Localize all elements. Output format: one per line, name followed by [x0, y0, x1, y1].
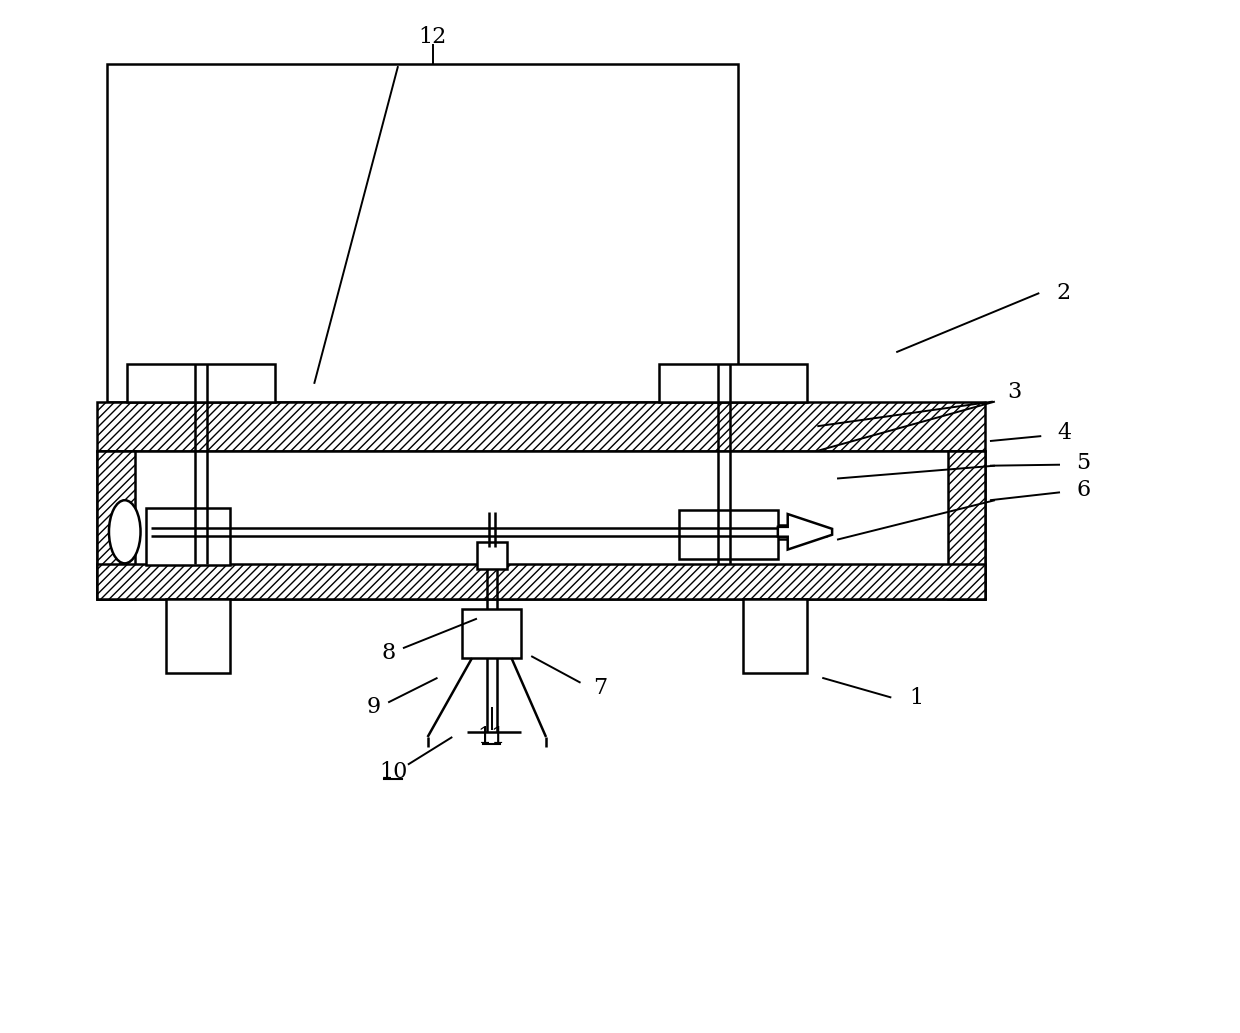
- Bar: [477, 541, 507, 569]
- Bar: [146, 508, 231, 565]
- Text: 4: 4: [1056, 422, 1071, 444]
- Bar: [947, 450, 985, 599]
- Text: 6: 6: [1076, 479, 1091, 501]
- Bar: [166, 599, 231, 672]
- Bar: [660, 364, 807, 402]
- Bar: [97, 402, 985, 450]
- Text: 3: 3: [1007, 381, 1022, 403]
- Text: 5: 5: [1076, 451, 1091, 474]
- Polygon shape: [777, 514, 832, 550]
- Bar: [680, 510, 777, 560]
- Bar: [97, 450, 985, 599]
- Bar: [126, 364, 275, 402]
- Text: 7: 7: [593, 677, 608, 698]
- Text: 9: 9: [366, 696, 381, 718]
- Text: 12: 12: [418, 26, 446, 48]
- Text: 8: 8: [381, 643, 396, 664]
- Bar: [743, 599, 807, 672]
- Bar: [97, 450, 135, 599]
- Bar: [107, 64, 738, 402]
- Text: 11: 11: [477, 726, 506, 748]
- Bar: [97, 564, 985, 599]
- Text: 10: 10: [379, 760, 407, 783]
- Ellipse shape: [109, 500, 140, 563]
- Text: 1: 1: [909, 687, 923, 709]
- Bar: [463, 608, 521, 658]
- Text: 2: 2: [1056, 282, 1071, 304]
